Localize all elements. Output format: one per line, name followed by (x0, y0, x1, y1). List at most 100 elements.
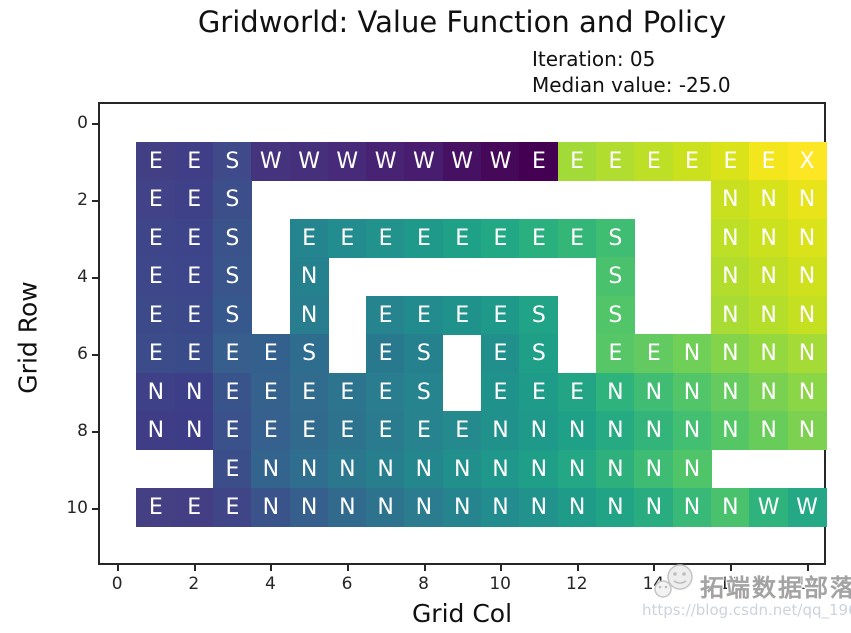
grid-cell: N (442, 488, 482, 528)
grid-cell: E (327, 218, 367, 258)
grid-cell: N (749, 411, 789, 451)
x-tick-mark (653, 565, 656, 571)
grid-cell: N (787, 295, 827, 335)
grid-cell: N (634, 372, 674, 412)
grid-cell: S (595, 295, 635, 335)
grid-cell: E (366, 372, 406, 412)
y-axis-label: Grid Row (13, 281, 43, 394)
grid-cell: E (366, 334, 406, 374)
grid-cell: N (710, 180, 750, 220)
grid-cell: E (366, 218, 406, 258)
grid-cell: S (212, 141, 252, 181)
grid-cell: N (595, 488, 635, 528)
y-tick-mark (92, 199, 98, 202)
grid-cell: E (595, 334, 635, 374)
grid-cell: E (710, 141, 750, 181)
grid-cell: N (481, 449, 520, 489)
grid-cell: W (404, 141, 444, 181)
grid-cell: E (481, 295, 520, 335)
grid-cell: E (557, 141, 597, 181)
grid-cell: E (481, 334, 520, 374)
grid-cell: E (212, 372, 252, 412)
grid-cell: N (710, 411, 750, 451)
grid-cell: E (595, 141, 635, 181)
grid-cell: N (787, 218, 827, 258)
grid-cell: N (787, 180, 827, 220)
x-tick-label: 16 (719, 574, 741, 594)
grid-cell: E (136, 218, 176, 258)
grid-cell: E (366, 411, 406, 451)
grid-cell: E (174, 488, 214, 528)
x-tick-mark (117, 565, 120, 571)
grid-cell: W (327, 141, 367, 181)
grid-cell: N (289, 257, 329, 297)
annotation-block: Iteration: 05 Median value: -25.0 (532, 46, 731, 98)
grid-cell: E (672, 141, 712, 181)
grid-cell: E (136, 180, 176, 220)
chart-title: Gridworld: Value Function and Policy (197, 5, 727, 39)
grid-cell: N (710, 257, 750, 297)
grid-cell: N (289, 449, 329, 489)
grid-cell: S (212, 180, 252, 220)
grid-cell: N (672, 334, 712, 374)
grid-cell: E (327, 411, 367, 451)
x-tick-label: 18 (795, 574, 818, 594)
x-tick-mark (347, 565, 349, 571)
grid-cell: N (634, 449, 674, 489)
grid-cell: N (710, 334, 750, 374)
grid-cell: N (519, 449, 559, 489)
grid-cell: N (749, 334, 789, 374)
grid-cell: E (251, 372, 291, 412)
grid-cell: N (672, 488, 712, 528)
grid-cell: E (327, 372, 367, 412)
grid-cell: W (787, 488, 827, 528)
grid-cell: S (519, 334, 559, 374)
grid-cell: X (787, 141, 827, 181)
grid-cell: N (749, 257, 789, 297)
grid-cell: S (289, 334, 329, 374)
grid-cell: E (136, 334, 176, 374)
grid-cell: E (136, 488, 176, 528)
grid-cell: E (519, 141, 559, 181)
grid-cell: N (634, 411, 674, 451)
grid-cell: N (366, 449, 406, 489)
x-tick-label: 8 (418, 574, 429, 594)
grid-cell: W (289, 141, 329, 181)
grid-cell: E (289, 218, 329, 258)
grid-cell: E (634, 141, 674, 181)
grid-cell: E (289, 372, 329, 412)
grid-cell: E (404, 411, 444, 451)
grid-cell: E (212, 334, 252, 374)
grid-cell: N (519, 488, 559, 528)
x-tick-label: 4 (264, 574, 276, 594)
grid-cell: E (366, 295, 406, 335)
y-tick-mark (92, 430, 98, 433)
grid-cell: E (251, 334, 291, 374)
grid-cell: E (442, 295, 482, 335)
x-tick-mark (500, 565, 503, 571)
grid-cell: N (327, 449, 367, 489)
grid-cell: N (595, 411, 635, 451)
grid-cell: E (634, 334, 674, 374)
grid-cell: W (442, 141, 482, 181)
y-tick-label: 0 (77, 112, 88, 133)
x-tick-label: 0 (111, 574, 123, 594)
grid-cell: N (366, 488, 406, 528)
grid-cell: W (749, 488, 789, 528)
watermark-url-text: https://blog.csdn.net/qq_19600291 (642, 601, 851, 619)
grid-cell: E (442, 411, 482, 451)
grid-cell: N (251, 488, 291, 528)
grid-cell: N (710, 218, 750, 258)
grid-cell: E (251, 411, 291, 451)
grid-cell: E (174, 180, 214, 220)
grid-cell: N (442, 449, 482, 489)
grid-cell: N (557, 449, 597, 489)
grid-cell: N (595, 372, 635, 412)
grid-cell: E (404, 295, 444, 335)
grid-cell: N (519, 411, 559, 451)
grid-cell: N (710, 372, 750, 412)
x-tick-mark (576, 565, 579, 571)
grid-cell: N (672, 372, 712, 412)
grid-cell: W (481, 141, 520, 181)
grid-cell: N (787, 334, 827, 374)
